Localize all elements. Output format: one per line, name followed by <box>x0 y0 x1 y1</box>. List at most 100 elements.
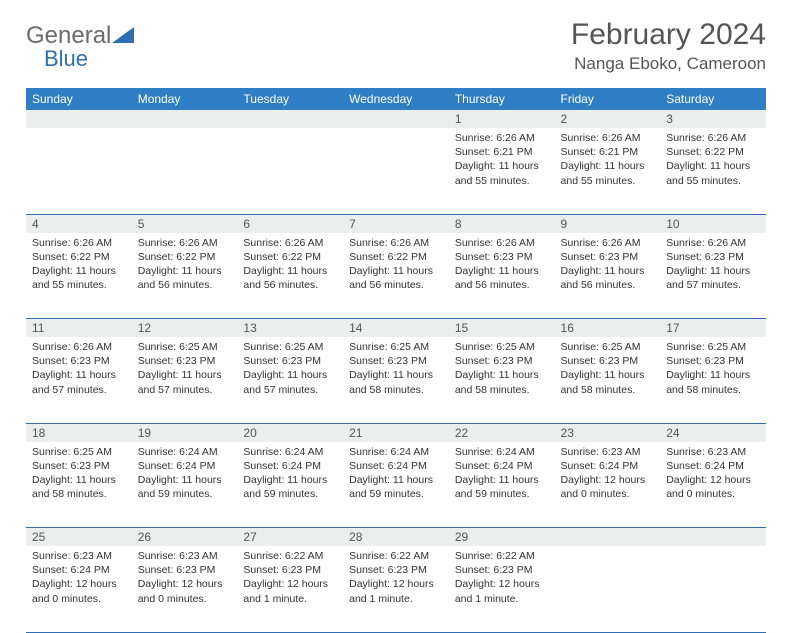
day-number-cell: 11 <box>26 319 132 338</box>
sunset-line: Sunset: 6:24 PM <box>243 459 337 473</box>
day-number-cell <box>132 110 238 128</box>
sunrise-line: Sunrise: 6:25 AM <box>32 445 126 459</box>
sunrise-line: Sunrise: 6:25 AM <box>138 340 232 354</box>
sunset-line: Sunset: 6:24 PM <box>666 459 760 473</box>
sunset-line: Sunset: 6:24 PM <box>349 459 443 473</box>
day-number-cell: 24 <box>660 423 766 442</box>
day-body-cell: Sunrise: 6:26 AMSunset: 6:22 PMDaylight:… <box>26 233 132 319</box>
sunrise-line: Sunrise: 6:26 AM <box>561 131 655 145</box>
sunrise-line: Sunrise: 6:25 AM <box>243 340 337 354</box>
sunset-line: Sunset: 6:23 PM <box>138 563 232 577</box>
daylight-line: Daylight: 12 hours and 1 minute. <box>349 577 443 605</box>
sunset-line: Sunset: 6:22 PM <box>666 145 760 159</box>
day-body-cell: Sunrise: 6:26 AMSunset: 6:22 PMDaylight:… <box>237 233 343 319</box>
daylight-line: Daylight: 11 hours and 57 minutes. <box>32 368 126 396</box>
day-body-cell: Sunrise: 6:26 AMSunset: 6:21 PMDaylight:… <box>555 128 661 214</box>
sunrise-line: Sunrise: 6:25 AM <box>561 340 655 354</box>
sunrise-line: Sunrise: 6:25 AM <box>349 340 443 354</box>
sunrise-line: Sunrise: 6:26 AM <box>666 131 760 145</box>
sunset-line: Sunset: 6:23 PM <box>32 459 126 473</box>
day-body-cell: Sunrise: 6:22 AMSunset: 6:23 PMDaylight:… <box>237 546 343 632</box>
day-body-cell: Sunrise: 6:25 AMSunset: 6:23 PMDaylight:… <box>132 337 238 423</box>
sunrise-line: Sunrise: 6:24 AM <box>349 445 443 459</box>
daylight-line: Daylight: 12 hours and 0 minutes. <box>32 577 126 605</box>
day-body-cell: Sunrise: 6:26 AMSunset: 6:21 PMDaylight:… <box>449 128 555 214</box>
day-number-cell: 5 <box>132 214 238 233</box>
location: Nanga Eboko, Cameroon <box>571 54 766 74</box>
sunrise-line: Sunrise: 6:26 AM <box>32 236 126 250</box>
day-number-cell <box>237 110 343 128</box>
daylight-line: Daylight: 11 hours and 56 minutes. <box>455 264 549 292</box>
daylight-line: Daylight: 11 hours and 56 minutes. <box>243 264 337 292</box>
day-body-cell: Sunrise: 6:22 AMSunset: 6:23 PMDaylight:… <box>343 546 449 632</box>
sunset-line: Sunset: 6:22 PM <box>349 250 443 264</box>
sunrise-line: Sunrise: 6:23 AM <box>138 549 232 563</box>
sunrise-line: Sunrise: 6:26 AM <box>455 131 549 145</box>
brand-triangle-icon <box>112 27 134 43</box>
day-body-cell: Sunrise: 6:24 AMSunset: 6:24 PMDaylight:… <box>132 442 238 528</box>
day-body-cell: Sunrise: 6:23 AMSunset: 6:23 PMDaylight:… <box>132 546 238 632</box>
sunset-line: Sunset: 6:22 PM <box>138 250 232 264</box>
day-number-cell: 20 <box>237 423 343 442</box>
daylight-line: Daylight: 11 hours and 59 minutes. <box>243 473 337 501</box>
sunset-line: Sunset: 6:21 PM <box>561 145 655 159</box>
daylight-line: Daylight: 11 hours and 56 minutes. <box>138 264 232 292</box>
day-body-cell <box>660 546 766 632</box>
calendar-table: SundayMondayTuesdayWednesdayThursdayFrid… <box>26 88 766 633</box>
weekday-header-row: SundayMondayTuesdayWednesdayThursdayFrid… <box>26 88 766 110</box>
sunrise-line: Sunrise: 6:26 AM <box>32 340 126 354</box>
brand-logo: General Blue <box>26 24 134 70</box>
day-number-cell <box>555 528 661 547</box>
day-number-cell: 8 <box>449 214 555 233</box>
day-body-cell: Sunrise: 6:26 AMSunset: 6:23 PMDaylight:… <box>449 233 555 319</box>
day-body-row: Sunrise: 6:26 AMSunset: 6:23 PMDaylight:… <box>26 337 766 423</box>
day-number-cell: 16 <box>555 319 661 338</box>
daylight-line: Daylight: 12 hours and 0 minutes. <box>561 473 655 501</box>
day-number-cell <box>660 528 766 547</box>
day-number-cell: 29 <box>449 528 555 547</box>
daylight-line: Daylight: 11 hours and 57 minutes. <box>138 368 232 396</box>
day-body-cell: Sunrise: 6:25 AMSunset: 6:23 PMDaylight:… <box>660 337 766 423</box>
day-number-cell: 21 <box>343 423 449 442</box>
day-number-cell: 3 <box>660 110 766 128</box>
daylight-line: Daylight: 11 hours and 58 minutes. <box>349 368 443 396</box>
day-number-cell: 4 <box>26 214 132 233</box>
day-number-cell: 26 <box>132 528 238 547</box>
day-number-cell: 27 <box>237 528 343 547</box>
day-body-cell <box>26 128 132 214</box>
sunrise-line: Sunrise: 6:26 AM <box>561 236 655 250</box>
sunrise-line: Sunrise: 6:23 AM <box>666 445 760 459</box>
daylight-line: Daylight: 11 hours and 59 minutes. <box>349 473 443 501</box>
day-number-cell <box>343 110 449 128</box>
sunset-line: Sunset: 6:23 PM <box>243 354 337 368</box>
daylight-line: Daylight: 11 hours and 58 minutes. <box>32 473 126 501</box>
sunset-line: Sunset: 6:23 PM <box>561 250 655 264</box>
day-number-cell: 10 <box>660 214 766 233</box>
day-number-cell: 14 <box>343 319 449 338</box>
sunset-line: Sunset: 6:23 PM <box>666 354 760 368</box>
day-body-cell: Sunrise: 6:26 AMSunset: 6:22 PMDaylight:… <box>132 233 238 319</box>
sunset-line: Sunset: 6:22 PM <box>32 250 126 264</box>
day-number-cell: 2 <box>555 110 661 128</box>
sunrise-line: Sunrise: 6:22 AM <box>349 549 443 563</box>
daylight-line: Daylight: 12 hours and 1 minute. <box>455 577 549 605</box>
sunset-line: Sunset: 6:24 PM <box>32 563 126 577</box>
sunrise-line: Sunrise: 6:23 AM <box>561 445 655 459</box>
sunrise-line: Sunrise: 6:26 AM <box>243 236 337 250</box>
weekday-header: Tuesday <box>237 88 343 110</box>
day-number-cell: 1 <box>449 110 555 128</box>
weekday-header: Wednesday <box>343 88 449 110</box>
sunset-line: Sunset: 6:23 PM <box>138 354 232 368</box>
day-body-cell: Sunrise: 6:25 AMSunset: 6:23 PMDaylight:… <box>343 337 449 423</box>
day-number-cell: 19 <box>132 423 238 442</box>
day-body-cell: Sunrise: 6:26 AMSunset: 6:22 PMDaylight:… <box>660 128 766 214</box>
brand-word2: Blue <box>44 46 88 71</box>
sunrise-line: Sunrise: 6:26 AM <box>138 236 232 250</box>
day-body-cell: Sunrise: 6:26 AMSunset: 6:22 PMDaylight:… <box>343 233 449 319</box>
day-number-cell <box>26 110 132 128</box>
sunset-line: Sunset: 6:24 PM <box>561 459 655 473</box>
daylight-line: Daylight: 11 hours and 58 minutes. <box>561 368 655 396</box>
sunset-line: Sunset: 6:23 PM <box>455 354 549 368</box>
sunrise-line: Sunrise: 6:26 AM <box>666 236 760 250</box>
day-number-cell: 9 <box>555 214 661 233</box>
